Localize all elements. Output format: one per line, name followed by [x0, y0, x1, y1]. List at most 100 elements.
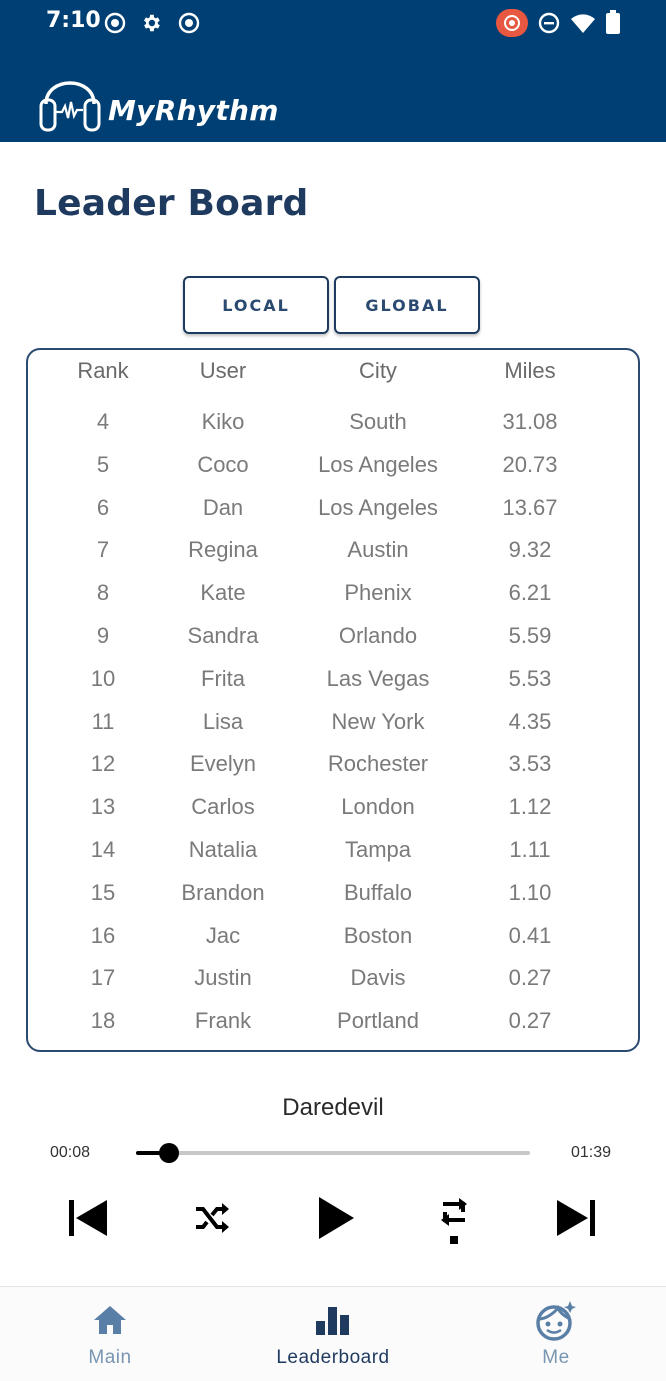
table-row: 9 Sandra Orlando 5.59: [28, 616, 638, 656]
rank-cell: 18: [90, 1008, 116, 1034]
nav-label-main: Main: [88, 1347, 132, 1368]
record-status-icon: [104, 12, 126, 34]
play-icon: [316, 1195, 356, 1246]
rank-cell: 17: [90, 965, 116, 991]
status-bar: 7:10: [0, 0, 666, 46]
rank-cell: 8: [96, 580, 110, 606]
user-cell: Frita: [201, 665, 245, 691]
record-status-icon-2: [178, 12, 200, 34]
rank-cell: 11: [91, 708, 115, 734]
skip-previous-button[interactable]: [58, 1190, 118, 1250]
city-cell: Orlando: [338, 623, 418, 648]
miles-cell: 3.53: [508, 751, 552, 777]
song-title: Daredevil: [282, 1094, 384, 1121]
app-title: MyRhythm: [108, 94, 279, 127]
table-row: 11 Lisa New York 4.35: [28, 702, 638, 742]
miles-cell: 4.35: [508, 708, 552, 734]
miles-cell: 20.73: [502, 451, 558, 477]
city-cell: Buffalo: [343, 879, 413, 905]
table-row: 4 Kiko South 31.08: [28, 402, 638, 442]
city-cell: Los Angeles: [318, 451, 438, 477]
city-cell: South: [349, 409, 407, 434]
table-row: 14 Natalia Tampa 1.11: [28, 830, 638, 870]
app-bar: MyRhythm: [0, 46, 666, 142]
user-cell: Frank: [194, 1008, 252, 1034]
do-not-disturb-icon: [538, 12, 560, 34]
rank-cell: 5: [96, 451, 110, 477]
leaderboard-table[interactable]: Rank User City Miles 4 Kiko South 31.08 5 Coc…: [26, 348, 640, 1052]
column-header-rank: Rank: [77, 358, 129, 383]
city-cell: Phenix: [344, 580, 412, 606]
user-cell: Justin: [194, 965, 252, 991]
city-cell: Boston: [343, 922, 413, 948]
user-cell: Regina: [188, 537, 258, 563]
user-cell: Sandra: [187, 623, 259, 648]
table-row: 10 Frita Las Vegas 5.53: [28, 659, 638, 699]
nav-item-leaderboard[interactable]: Leaderboard: [263, 1287, 403, 1381]
column-header-miles: Miles: [504, 358, 556, 383]
table-row: 18 Frank Portland 0.27: [28, 1001, 638, 1041]
skip-previous-icon: [67, 1198, 109, 1243]
rank-cell: 7: [96, 537, 110, 563]
rank-cell: 12: [90, 751, 116, 777]
table-row: 5 Coco Los Angeles 20.73: [28, 445, 638, 485]
city-cell: Rochester: [327, 751, 429, 777]
city-cell: New York: [331, 708, 425, 734]
city-cell: Davis: [350, 965, 406, 991]
table-row: 8 Kate Phenix 6.21: [28, 573, 638, 613]
user-cell: Brandon: [181, 879, 265, 905]
user-cell: Carlos: [191, 794, 255, 820]
miles-cell: 5.53: [508, 665, 552, 691]
miles-cell: 0.27: [508, 965, 552, 991]
screen-record-icon: [496, 9, 528, 37]
nav-label-me: Me: [542, 1347, 570, 1368]
user-cell: Evelyn: [189, 751, 257, 777]
shuffle-button[interactable]: [182, 1190, 242, 1250]
nav-label-leaderboard: Leaderboard: [276, 1347, 390, 1368]
table-row: 13 Carlos London 1.12: [28, 787, 638, 827]
progress-thumb[interactable]: [159, 1143, 180, 1163]
user-cell: Kiko: [201, 409, 245, 434]
column-header-city: City: [359, 358, 397, 383]
user-cell: Natalia: [188, 837, 258, 862]
rank-cell: 4: [96, 409, 110, 434]
miles-cell: 5.59: [508, 623, 552, 648]
nav-item-main[interactable]: Main: [40, 1287, 180, 1381]
city-cell: London: [341, 794, 415, 820]
rank-cell: 15: [90, 879, 116, 905]
rank-cell: 14: [90, 837, 116, 862]
table-row: 16 Jac Boston 0.41: [28, 916, 638, 956]
local-toggle-button[interactable]: LOCAL: [183, 276, 329, 334]
rank-cell: 16: [90, 922, 116, 948]
column-header-user: User: [199, 358, 247, 383]
nav-item-me[interactable]: Me: [486, 1287, 626, 1381]
repeat-button[interactable]: [424, 1190, 484, 1250]
miles-cell: 1.11: [509, 837, 551, 862]
table-header: Rank User City Miles: [28, 351, 638, 391]
repeat-icon: [437, 1190, 471, 1251]
table-row: 6 Dan Los Angeles 13.67: [28, 488, 638, 528]
city-cell: Austin: [347, 537, 409, 563]
user-cell: Coco: [197, 451, 249, 477]
progress-fill: [136, 1151, 170, 1155]
table-row: 7 Regina Austin 9.32: [28, 530, 638, 570]
city-cell: Portland: [337, 1008, 419, 1034]
user-cell: Dan: [202, 494, 244, 520]
shuffle-icon: [194, 1202, 230, 1238]
user-cell: Jac: [205, 922, 241, 948]
battery-icon: [606, 10, 628, 34]
home-icon: [93, 1305, 127, 1340]
miles-cell: 6.21: [508, 580, 552, 606]
status-time: 7:10: [46, 8, 101, 33]
global-toggle-button[interactable]: GLOBAL: [334, 276, 480, 334]
progress-slider[interactable]: [136, 1143, 530, 1163]
city-cell: Tampa: [344, 837, 412, 862]
rank-cell: 10: [90, 665, 116, 691]
city-cell: Las Vegas: [326, 665, 430, 691]
miles-cell: 13.67: [502, 494, 558, 520]
play-button[interactable]: [306, 1190, 366, 1250]
rank-cell: 6: [96, 494, 110, 520]
leaderboard-icon: [315, 1305, 351, 1340]
skip-next-button[interactable]: [546, 1190, 606, 1250]
miles-cell: 1.10: [508, 879, 552, 905]
